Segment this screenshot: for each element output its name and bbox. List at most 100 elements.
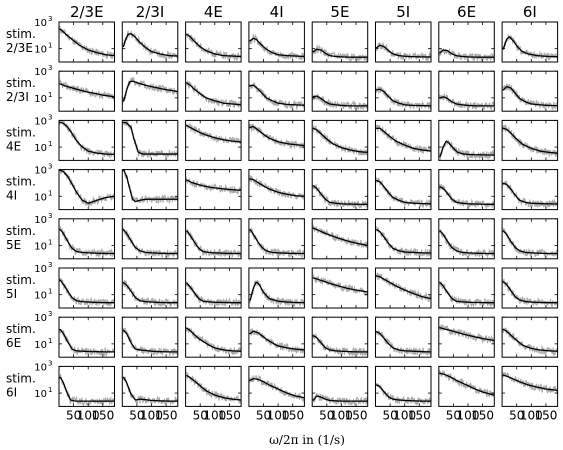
panel-frame — [501, 119, 559, 161]
theory-curve — [376, 127, 431, 152]
panel-frame — [501, 267, 559, 309]
panel-frame — [248, 119, 305, 161]
panel-frame — [311, 169, 369, 211]
simulation-trace — [59, 78, 115, 101]
panel — [501, 70, 559, 112]
panel-frame — [311, 365, 369, 407]
simulation-trace — [59, 120, 115, 159]
panel-frame — [375, 365, 432, 407]
panel — [58, 316, 115, 358]
theory-curve — [122, 121, 178, 155]
panel — [501, 119, 559, 161]
theory-curve — [59, 229, 115, 255]
x-tick-label: 100 — [457, 408, 480, 422]
x-tick-label: 150 — [155, 408, 178, 422]
simulation-trace — [438, 229, 495, 259]
panel — [248, 21, 305, 63]
panel — [375, 70, 432, 112]
theory-curve — [439, 186, 495, 205]
panel — [248, 316, 305, 358]
y-tick-exponent: 1 — [48, 189, 52, 197]
panel-frame — [375, 21, 432, 63]
theory-curve — [122, 33, 178, 57]
theory-curve — [59, 169, 115, 204]
y-tick-label: 10 — [34, 67, 47, 78]
theory-curve — [439, 96, 495, 107]
theory-curve — [59, 121, 115, 156]
y-tick-label: 10 — [34, 116, 47, 127]
panel-frame — [501, 21, 559, 63]
row-labels: stim.2/3Estim.2/3Istim.4Estim.4Istim.5Es… — [6, 27, 36, 399]
column-title: 6I — [523, 3, 537, 21]
simulation-trace — [122, 376, 178, 406]
panel-frame — [58, 21, 115, 63]
panel-frame — [438, 316, 495, 358]
panel — [58, 218, 115, 260]
panel-frame — [438, 21, 495, 63]
row-label-line2: 4I — [6, 189, 17, 203]
row-label-line1: stim. — [6, 322, 36, 336]
panel-frame — [185, 316, 242, 358]
panel — [375, 21, 432, 63]
panel — [58, 119, 115, 161]
panel — [121, 365, 179, 407]
panel-frame — [375, 119, 432, 161]
theory-curve — [376, 88, 431, 107]
theory-curve — [502, 85, 558, 107]
panel-frame — [121, 218, 179, 260]
row-label-line2: 5E — [6, 238, 21, 252]
x-tick-label: 150 — [471, 408, 494, 422]
x-tick-label: 150 — [218, 408, 241, 422]
simulation-trace — [312, 184, 368, 210]
panel — [438, 365, 495, 407]
theory-curve — [122, 281, 178, 304]
theory-curve — [502, 328, 558, 352]
panel-frame — [438, 267, 495, 309]
panel — [121, 119, 179, 161]
panel-frame — [375, 169, 432, 211]
column-titles: 2/3E 2/3I 4E 4I 5E 5I 6E 6I — [70, 3, 537, 21]
panel-frame — [501, 70, 559, 112]
theory-curve — [376, 331, 431, 353]
row-label-line2: 4E — [6, 139, 21, 153]
theory-curve — [249, 229, 305, 255]
panel-frame — [121, 70, 179, 112]
panel-frame — [58, 365, 115, 407]
theory-curve — [312, 395, 368, 402]
y-tick-exponent: 3 — [48, 310, 52, 318]
simulation-trace — [312, 93, 368, 111]
simulation-trace — [312, 274, 368, 297]
panel — [58, 267, 115, 309]
row-label-line1: stim. — [6, 27, 36, 41]
panel-frame — [58, 169, 115, 211]
panel — [311, 316, 369, 358]
panel — [121, 21, 179, 63]
simulation-trace — [438, 93, 495, 112]
y-tick-label: 10 — [34, 340, 47, 351]
theory-curve — [59, 279, 115, 304]
theory-curve — [376, 229, 431, 254]
panel — [501, 21, 559, 63]
column-title: 4I — [270, 3, 284, 21]
theory-curve — [312, 227, 368, 247]
panel — [375, 267, 432, 309]
panel-frame — [438, 169, 495, 211]
panel — [248, 70, 305, 112]
column-title: 4E — [204, 3, 223, 21]
panel-frame — [248, 169, 305, 211]
x-tick-label: 100 — [267, 408, 290, 422]
panel-frame — [248, 70, 305, 112]
row-label-line1: stim. — [6, 175, 36, 189]
simulation-trace — [185, 177, 242, 196]
panel — [438, 218, 495, 260]
panel-frame — [58, 119, 115, 161]
simulation-trace — [502, 278, 558, 308]
panel — [438, 267, 495, 309]
theory-curve — [249, 178, 305, 197]
x-tick-label: 150 — [281, 408, 304, 422]
simulation-trace — [59, 169, 115, 208]
panel-frame — [375, 70, 432, 112]
theory-curve — [439, 281, 495, 304]
theory-curve — [312, 335, 368, 353]
simulation-trace — [122, 30, 178, 61]
